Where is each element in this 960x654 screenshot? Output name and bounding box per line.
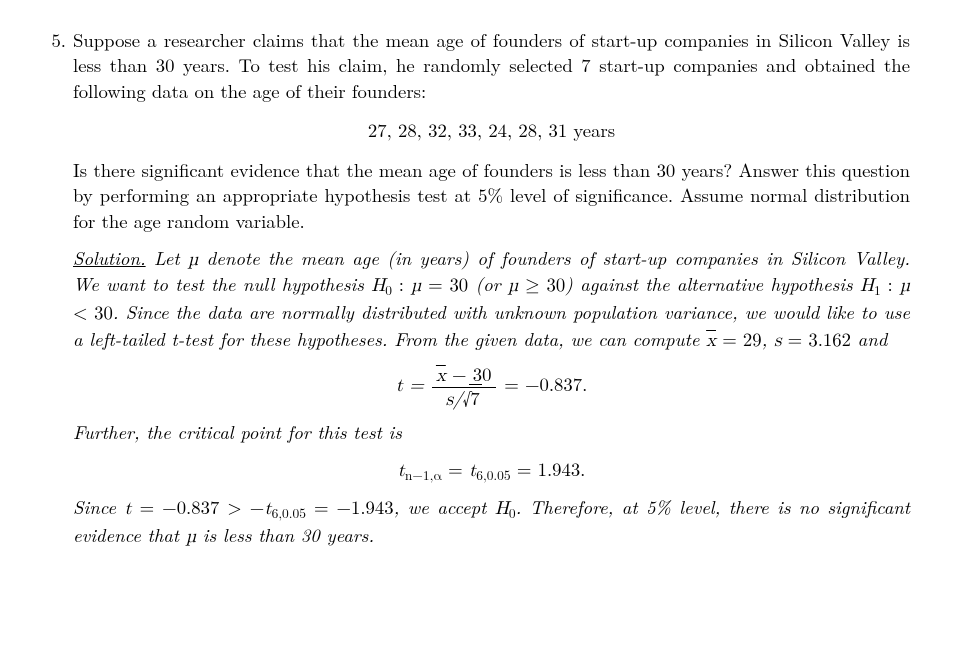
further-line: Further, the critical point for this tes… bbox=[73, 420, 910, 445]
H1-sym: H1 bbox=[860, 276, 881, 295]
solution-paragraph-1: Solution. Let µ denote the mean age (in … bbox=[73, 246, 910, 353]
H0-sym: H0 bbox=[371, 276, 392, 295]
critical-point-equation: tn−1,α = t6,0.05 = 1.943. bbox=[73, 457, 910, 485]
since-tcrit: t6,0.05 bbox=[264, 499, 306, 518]
t-eq-rhs: = −0.837. bbox=[504, 371, 587, 397]
colon1: : bbox=[392, 271, 411, 297]
crit-mid: t6,0.05 bbox=[469, 461, 511, 480]
mu-symbol: µ bbox=[188, 250, 198, 269]
conclusion-paragraph: Since t = −0.837 > −t6,0.05 = −1.943, we… bbox=[73, 495, 910, 550]
period1: . bbox=[113, 299, 126, 325]
t-eq-lhs: t = bbox=[396, 376, 430, 395]
sol-lead: Let bbox=[146, 245, 188, 271]
since-c: = −1.943 bbox=[306, 494, 394, 520]
s-val: s = 3.162 bbox=[774, 331, 851, 350]
crit-rhs: = 1.943. bbox=[511, 456, 586, 482]
since-t: t bbox=[124, 499, 131, 518]
since-b: = −0.837 > − bbox=[132, 494, 265, 520]
or-open: (or bbox=[468, 271, 508, 297]
t-fraction: x − 30 s/√7 bbox=[432, 365, 496, 409]
data-values-line: 27, 28, 32, 33, 24, 28, 31 years bbox=[73, 118, 910, 143]
mu-ge-30: µ ≥ 30 bbox=[508, 276, 565, 295]
since-H0: H0 bbox=[495, 499, 516, 518]
crit-eq1: = bbox=[442, 456, 469, 482]
problem-body: Suppose a researcher claims that the mea… bbox=[73, 28, 910, 550]
or-close: ) bbox=[565, 271, 573, 297]
since-d: , we accept bbox=[394, 494, 495, 520]
problem-number: 5. bbox=[42, 28, 73, 53]
since-f: is less than 30 years. bbox=[196, 522, 374, 548]
intro-paragraph: Suppose a researcher claims that the mea… bbox=[73, 28, 910, 104]
since-mu: µ bbox=[186, 527, 196, 546]
comma: , bbox=[762, 326, 774, 352]
against-text: against the alternative hypothesis bbox=[573, 271, 860, 297]
question-paragraph: Is there significant evidence that the m… bbox=[73, 158, 910, 234]
xbar: x = 29 bbox=[706, 331, 762, 350]
colon2: : bbox=[881, 271, 900, 297]
since-a: Since bbox=[73, 494, 124, 520]
and-word: and bbox=[851, 326, 887, 352]
t-stat-equation: t = x − 30 s/√7 = −0.837. bbox=[73, 365, 910, 409]
crit-lhs: tn−1,α bbox=[398, 461, 442, 480]
mu-eq-30: µ = 30 bbox=[411, 276, 468, 295]
solution-label: Solution. bbox=[73, 245, 146, 271]
